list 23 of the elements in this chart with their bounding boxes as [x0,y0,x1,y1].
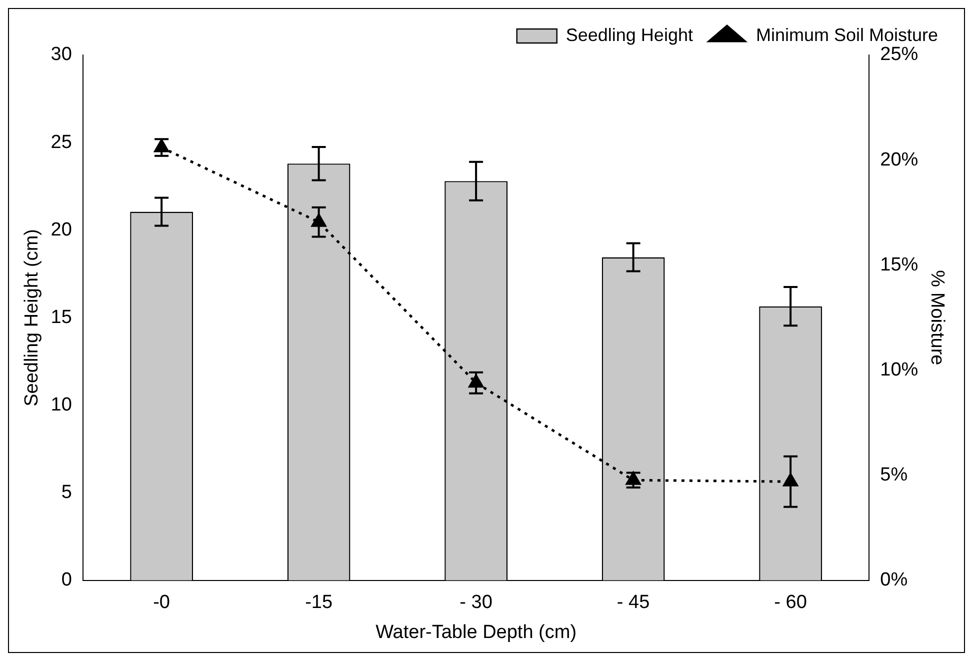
x-tick-label: - 45 [616,592,650,614]
y2-tick-label: 0% [880,570,908,591]
y2-tick-label: 5% [880,464,908,486]
y2-tick-label: 10% [880,359,918,380]
x-tick-label: -15 [305,592,333,614]
x-tick-label: -0 [153,592,170,614]
legend-label: Seedling Height [566,24,693,45]
x-tick-label: - 30 [460,592,492,614]
y-axis-title: Seedling Height (cm) [22,228,43,406]
y-tick-label: 10 [50,394,72,416]
y-tick-label: 25 [50,132,72,153]
y2-tick-label: 25% [880,44,918,66]
legend-label: Minimum Soil Moisture [756,24,938,45]
y2-axis-title: % Moisture [926,270,948,366]
y-tick-label: 15 [50,306,72,328]
y-tick-label: 30 [50,44,72,66]
y-tick-label: 0 [61,570,72,591]
y2-tick-label: 20% [880,149,918,170]
x-tick-label: - 60 [774,592,807,614]
y-tick-label: 20 [50,219,72,240]
x-axis-title: Water-Table Depth (cm) [376,622,577,643]
y2-tick-label: 15% [880,254,918,276]
y-tick-label: 5 [61,482,72,504]
